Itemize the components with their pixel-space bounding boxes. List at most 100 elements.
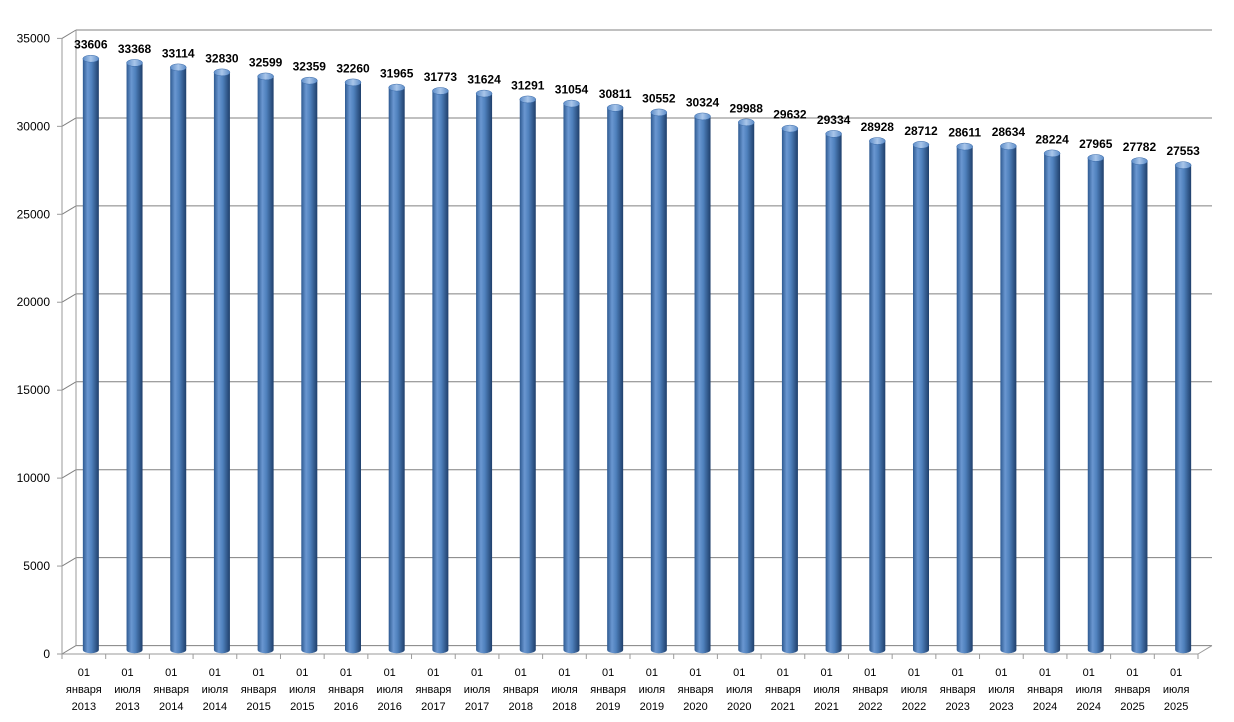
bar-body [869, 140, 886, 654]
x-tick-label: 01 июля 2016 [376, 667, 403, 713]
x-tick-label: 01 января 2019 [590, 667, 626, 713]
gridlines [61, 29, 1212, 655]
bar-cap [82, 54, 100, 63]
bar [956, 142, 973, 654]
y-tick-label: 20000 [17, 295, 51, 309]
bar-body [1131, 161, 1148, 654]
data-label: 27553 [1166, 144, 1200, 158]
data-label: 32599 [249, 55, 283, 69]
bar-cap [781, 124, 799, 133]
bar-cap [694, 112, 711, 121]
bar-cap [475, 89, 493, 98]
x-tick-label: 01 января 2016 [328, 667, 364, 713]
bar-body [694, 116, 711, 654]
bar-body [432, 90, 449, 654]
gridline-depth [61, 469, 77, 479]
bar [519, 95, 537, 654]
x-tick-label: 01 июля 2014 [202, 667, 229, 713]
x-tick-label: 01 января 2021 [765, 667, 801, 713]
axes [57, 30, 1213, 659]
bar-cap [519, 95, 537, 104]
bar [869, 137, 886, 654]
y-tick-label: 30000 [17, 119, 51, 133]
bar [650, 108, 668, 654]
bar-cap [388, 83, 405, 92]
bar-cap [1043, 149, 1061, 158]
data-label: 28712 [904, 124, 938, 138]
bar [694, 112, 711, 654]
data-label: 28634 [992, 125, 1026, 139]
bar [388, 83, 405, 654]
bar-body [301, 80, 318, 654]
x-tick-label: 01 января 2023 [940, 667, 976, 713]
bar-body [563, 103, 580, 654]
bar [1174, 161, 1192, 654]
x-tick-label: 01 июля 2015 [289, 667, 316, 713]
data-label: 31624 [467, 73, 501, 87]
bar-cap [1131, 157, 1148, 165]
bar-cap [1174, 161, 1192, 169]
x-tick-label: 01 января 2018 [503, 667, 539, 713]
bar-body [126, 62, 143, 654]
bar [606, 104, 624, 654]
bar-cap [169, 63, 187, 72]
x-axis-ticks: 01 января 2013 01 июля 2013 01 января 2014 01 июля… [66, 667, 1190, 713]
x-tick-label: 01 января 2022 [852, 667, 888, 713]
bar [912, 141, 930, 654]
bar [126, 59, 143, 654]
x-tick-label: 01 июля 2025 [1163, 667, 1190, 713]
y-axis-ticks: 0 5000 10000 15000 20000 25000 30000 35000 [17, 31, 51, 661]
data-label: 33606 [74, 38, 108, 52]
data-label: 30811 [599, 87, 632, 101]
data-label: 31291 [511, 78, 545, 92]
x-tick-label: 01 января 2017 [415, 667, 451, 713]
bar-cap [1087, 154, 1105, 162]
x-tick-label: 01 июля 2020 [726, 667, 753, 713]
bar-body [956, 146, 973, 654]
bar-body [1000, 146, 1017, 654]
bar-body [738, 122, 755, 654]
bar-body [170, 67, 187, 654]
bar [1087, 154, 1105, 654]
bar-cap [213, 68, 231, 77]
bar-body [519, 99, 536, 654]
bar-body [345, 82, 361, 654]
bar [825, 130, 842, 654]
bar-body [607, 107, 624, 654]
data-label: 27965 [1079, 137, 1113, 151]
bar-cap [825, 130, 842, 138]
y-tick-label: 10000 [17, 471, 51, 485]
x-tick-label: 01 января 2025 [1115, 667, 1151, 713]
data-label: 28224 [1035, 132, 1069, 146]
bar [301, 76, 318, 654]
data-label: 32359 [293, 60, 327, 74]
data-label: 32260 [336, 61, 370, 75]
gridline-depth [61, 645, 77, 655]
bar [169, 63, 187, 654]
data-label: 27782 [1123, 140, 1157, 154]
bar-body [476, 93, 493, 654]
bar [432, 87, 449, 654]
data-label: 28928 [861, 120, 895, 134]
y-tick-label: 15000 [17, 383, 51, 397]
bar-body [388, 87, 405, 654]
bar-cap [956, 142, 973, 151]
data-label: 31965 [380, 67, 414, 81]
x-tick-label: 01 января 2020 [678, 667, 714, 713]
x-tick-label: 01 июля 2023 [988, 667, 1015, 713]
bar-body [913, 144, 929, 654]
data-label: 32830 [205, 51, 239, 65]
data-label: 30552 [642, 91, 676, 105]
x-tick-label: 01 июля 2022 [901, 667, 928, 713]
data-label: 29632 [773, 108, 807, 122]
y-tick-label: 35000 [17, 31, 51, 45]
bar-body [1175, 165, 1192, 654]
bar [1000, 142, 1017, 654]
bar-body [825, 133, 842, 654]
bar-body [650, 112, 667, 654]
x-tick-label: 01 января 2014 [153, 667, 189, 713]
bar [344, 78, 362, 654]
bar-cap [737, 118, 755, 127]
